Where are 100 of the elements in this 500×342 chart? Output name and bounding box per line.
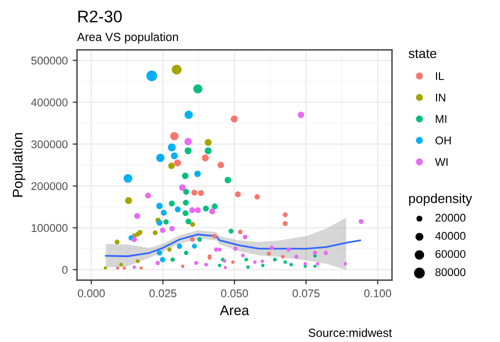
point [114,240,120,244]
point [202,206,209,212]
point [174,159,181,166]
point [316,262,320,266]
point [119,262,123,267]
point [132,236,137,242]
point [246,265,250,269]
point [132,265,136,269]
point [190,237,195,242]
point [191,190,198,196]
point [176,244,182,249]
legend-label: IN [436,94,446,102]
legend-label: WI [435,158,448,166]
x-tick-label: 0.050 [221,289,248,298]
point [182,200,189,206]
point [324,250,328,256]
y-axis-title: Population [12,133,26,197]
x-tick-label: 0.000 [78,289,105,298]
legend-label: 20000 [436,214,466,222]
x-tick-label: 0.025 [149,289,176,298]
point [136,259,140,264]
point [282,221,288,226]
legend-label: 80000 [435,268,466,276]
point [160,228,166,233]
point [253,260,257,264]
point [145,192,151,199]
point [194,170,201,178]
point [163,219,169,225]
point [313,264,317,268]
legend-label: 40000 [435,232,466,240]
point [282,212,288,218]
point [218,248,222,252]
point [180,264,184,268]
source-note: Source:midwest [308,328,392,337]
point [358,219,364,224]
point [156,250,162,256]
point [170,257,175,262]
point [160,256,166,262]
point [238,230,243,234]
point [212,234,217,238]
point [152,230,158,236]
point [212,204,218,210]
point [156,202,163,210]
point [254,194,260,200]
point [168,162,175,170]
y-tick-label: 500000 [31,56,68,65]
point [289,262,293,266]
point [272,258,277,262]
point [304,262,307,266]
legend-label: 60000 [436,250,466,258]
x-tick-label: 0.100 [364,289,392,298]
y-tick-label: 400000 [31,98,68,106]
legend-label: OH [435,136,451,144]
y-tick-label: 300000 [31,140,68,148]
point [182,210,188,216]
point [169,226,175,232]
x-axis-title: Area [220,306,250,316]
line-series [105,234,362,258]
point [228,228,234,234]
y-tick-label: 0 [62,266,68,274]
point [167,247,172,252]
point [244,258,248,262]
point [283,260,287,264]
point [156,220,162,226]
point [170,152,178,160]
y-tick-label: 200000 [31,182,68,190]
point [214,247,218,252]
point [224,266,227,270]
point [182,172,188,180]
y-tick-label: 100000 [32,224,68,232]
point [240,254,245,258]
point [197,237,202,242]
text: popdensity [409,193,472,206]
point [184,250,188,256]
point [344,262,348,266]
chart-subtitle: Area VS population [77,32,178,44]
point [183,188,190,195]
point [233,246,238,251]
point [192,244,197,249]
point [168,200,175,206]
point [280,254,285,259]
point [194,260,198,265]
point [218,264,222,268]
point [260,259,264,264]
point [234,191,241,198]
point [186,218,192,224]
point [190,222,196,227]
point [270,246,274,250]
point [174,206,181,212]
point [156,260,160,266]
point [198,190,204,196]
text: state [408,49,436,58]
point [294,254,298,259]
point [266,252,271,256]
x-tick-label: 0.075 [292,289,320,298]
point [242,234,248,240]
chart-title: R2-30 [78,10,122,22]
point [218,162,224,168]
point [286,247,291,252]
legend-label: IL [436,72,444,80]
